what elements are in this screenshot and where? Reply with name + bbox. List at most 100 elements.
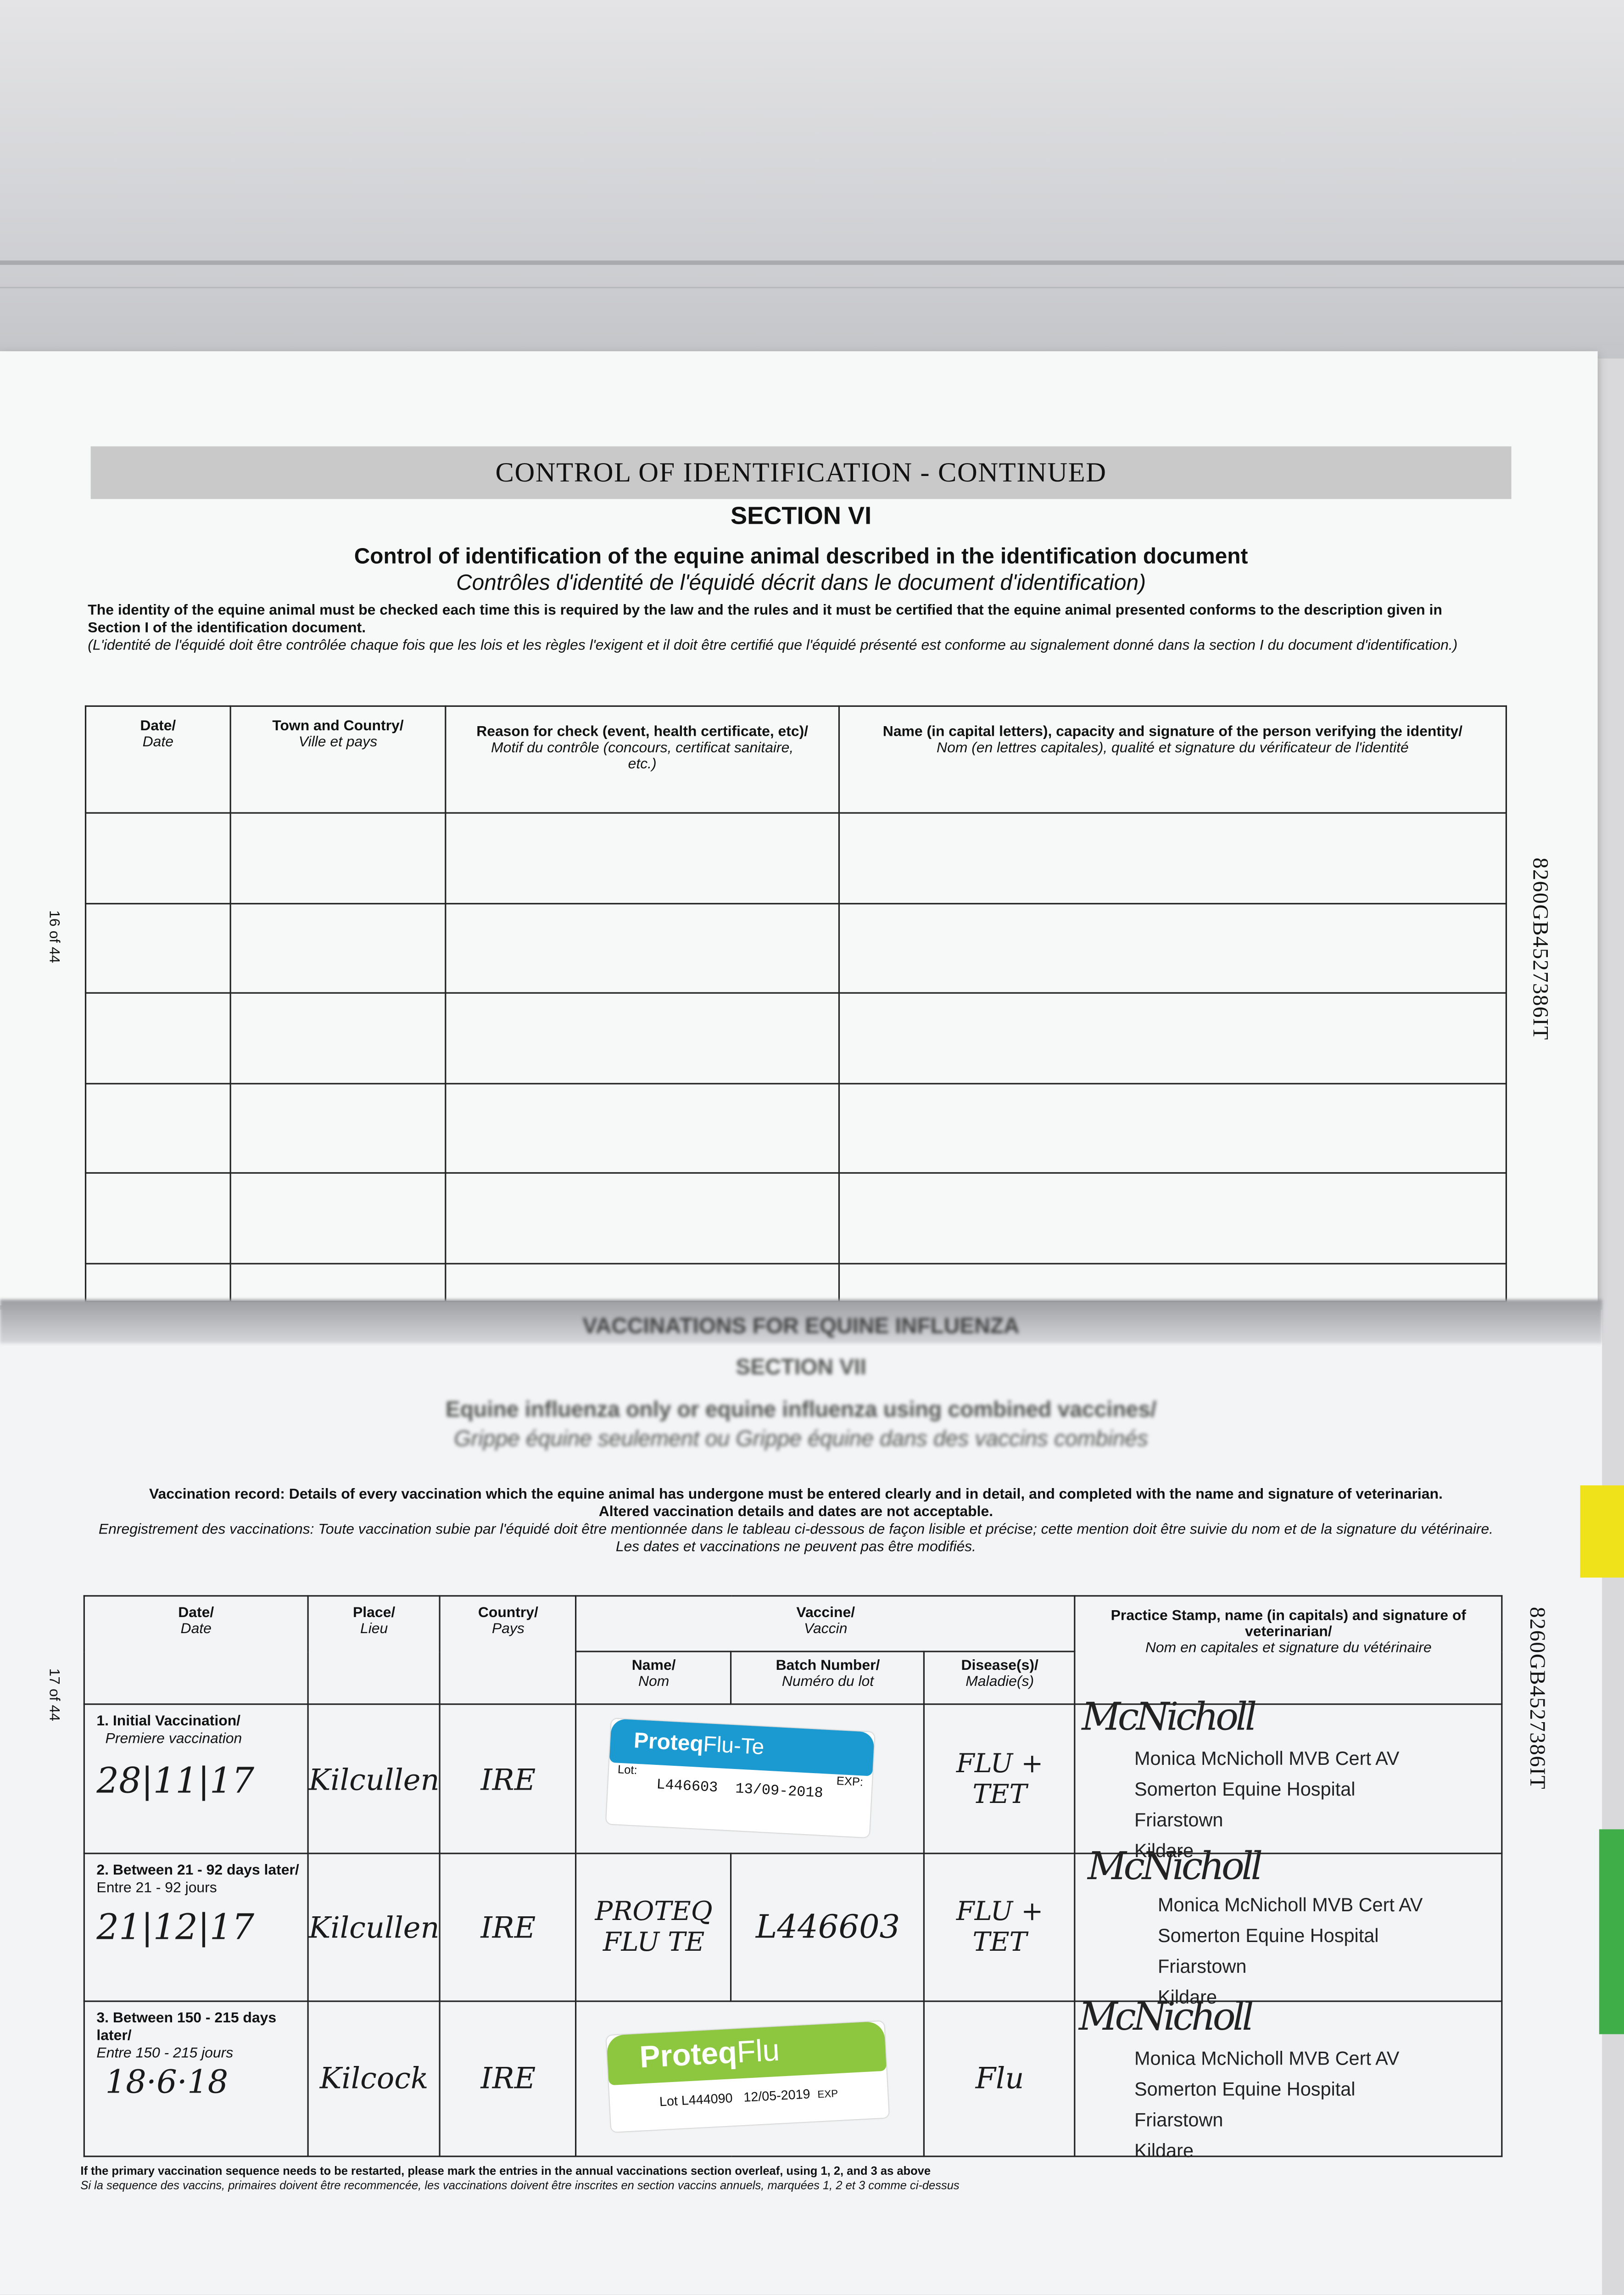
instructions-fr: (L'identité de l'équidé doit être contrô… (88, 638, 1458, 655)
place-cell[interactable]: Kilcock (307, 2000, 441, 2157)
col-batch-number: Batch Number/Numéro du lot (731, 1651, 926, 1705)
table-row: 3. Between 150 - 215 days later/Entre 15… (83, 1995, 1503, 2161)
practice-stamp: Monica McNicholl MVB Cert AV Somerton Equ… (1134, 1747, 1400, 1862)
cell[interactable] (445, 902, 840, 994)
section-heading: SECTION VI (730, 502, 872, 530)
label: Vaccination record: (149, 1487, 285, 1503)
place-cell[interactable]: Kilcullen (307, 1703, 441, 1855)
cell[interactable] (838, 1263, 1507, 1303)
practice-stamp: Monica McNicholl MVB Cert AV Somerton Equ… (1157, 1894, 1423, 2009)
lot-number: L446603 (656, 1778, 719, 1798)
yellow-page-tab[interactable] (1580, 1485, 1624, 1578)
cell[interactable] (229, 812, 446, 904)
table-row (84, 1263, 1507, 1303)
cell[interactable] (229, 992, 446, 1084)
country-cell[interactable]: IRE (439, 1703, 577, 1855)
cell[interactable] (84, 1173, 231, 1265)
table-row (84, 992, 1507, 1084)
vaccine-sticker-cell[interactable]: ProteqFlu-Te Lot: EXP: L446603 13/09-2018 (575, 1703, 926, 1855)
cell[interactable] (445, 1263, 840, 1303)
col-place: Place/Lieu (307, 1595, 441, 1705)
date-cell[interactable]: 1. Initial Vaccination/Premiere vaccinat… (83, 1703, 309, 1855)
disease-cell[interactable]: Flu (923, 2000, 1076, 2157)
batch-number-cell[interactable]: L446603 (731, 1853, 926, 2002)
banner-text: CONTROL OF IDENTIFICATION - CONTINUED (495, 458, 1107, 489)
handwritten-disease: FLU + TET (956, 1897, 1044, 1959)
place-cell[interactable]: Kilcullen (307, 1853, 441, 2002)
handwritten-place: Kilcullen (308, 1909, 440, 1945)
cell[interactable] (838, 992, 1507, 1084)
vet-stamp-cell[interactable]: McNicholl Monica McNicholl MVB Cert AV So… (1074, 1995, 1503, 2161)
col-verifier: Name (in capital letters), capacity and … (838, 705, 1507, 814)
col-reason: Reason for check (event, health certific… (445, 705, 840, 814)
green-page-tab[interactable] (1599, 1829, 1624, 2034)
vet-stamp-cell[interactable]: McNicholl Monica McNicholl MVB Cert AV So… (1074, 1849, 1503, 2009)
instructions-en: Details of every vaccination which the e… (289, 1487, 1443, 1503)
handwritten-place: Kilcock (319, 2061, 429, 2096)
section-banner: CONTROL OF IDENTIFICATION - CONTINUED (90, 446, 1512, 499)
date-cell[interactable]: 3. Between 150 - 215 days later/Entre 15… (83, 2000, 309, 2157)
table-row (84, 902, 1507, 994)
disease-cell[interactable]: FLU + TET (923, 1703, 1076, 1855)
vet-stamp-cell[interactable]: McNicholl Monica McNicholl MVB Cert AV So… (1074, 1699, 1503, 1862)
col-town-country: Town and Country/Ville et pays (229, 705, 446, 814)
cell[interactable] (229, 1263, 446, 1303)
table-row: 2. Between 21 - 92 days later/Entre 21 -… (83, 1849, 1503, 2009)
handwritten-batch-number: L446603 (755, 1909, 900, 1946)
handwritten-date: 18·6·18 (105, 2064, 229, 2101)
cell[interactable] (838, 812, 1507, 904)
country-cell[interactable]: IRE (439, 1853, 577, 2002)
identification-check-table: Date/Date Town and Country/Ville et pays… (84, 705, 1507, 1303)
cell[interactable] (229, 1082, 446, 1175)
cell[interactable] (84, 1263, 231, 1303)
col-date: Date/Date (84, 705, 231, 814)
handwritten-place: Kilcullen (308, 1762, 440, 1797)
section-title-fr: Grippe équine seulement ou Grippe équine… (454, 1427, 1148, 1452)
vet-signature: McNicholl (1087, 1846, 1263, 1890)
country-cell[interactable]: IRE (439, 2000, 577, 2157)
section-title: Equine influenza only or equine influenz… (445, 1397, 1157, 1423)
vaccine-name-cell[interactable]: PROTEQ FLU TE (575, 1853, 732, 2002)
cell[interactable] (84, 1082, 231, 1175)
handwritten-country: IRE (480, 1762, 536, 1797)
cell[interactable] (445, 1173, 840, 1265)
cell[interactable] (838, 1173, 1507, 1265)
instructions: The identity of the equine animal must b… (88, 603, 1492, 656)
page-number: 16 of 44 (45, 910, 61, 963)
col-disease: Disease(s)/Maladie(s) (923, 1651, 1076, 1705)
vaccine-sticker-cell[interactable]: ProteqFlu Lot L444090 12/05-2019 EXP (575, 2000, 926, 2157)
cell[interactable] (838, 902, 1507, 994)
scanner-background (0, 0, 1624, 359)
cell[interactable] (229, 902, 446, 994)
cell[interactable] (445, 992, 840, 1084)
col-veterinarian: Practice Stamp, name (in capitals) and s… (1074, 1595, 1503, 1705)
table-header-row: Date/Date Town and Country/Ville et pays… (84, 705, 1507, 814)
cell[interactable] (838, 1082, 1507, 1175)
cell[interactable] (445, 1082, 840, 1175)
cell[interactable] (84, 992, 231, 1084)
date-cell[interactable]: 2. Between 21 - 92 days later/Entre 21 -… (83, 1853, 309, 2002)
footnote-en: If the primary vaccination sequence need… (80, 2164, 931, 2178)
plastic-sleeve-edge (0, 260, 1624, 265)
cell[interactable] (445, 812, 840, 904)
table-row: 1. Initial Vaccination/Premiere vaccinat… (83, 1699, 1503, 1862)
col-vaccine-name: Name/Nom (575, 1651, 732, 1705)
handwritten-country: IRE (480, 2061, 536, 2096)
handwritten-country: IRE (480, 1909, 536, 1945)
col-vaccine: Vaccine/Vaccin (575, 1595, 1076, 1652)
lot-number: L444090 (681, 2090, 734, 2108)
passport-serial: 8260GB4527386IT (1527, 857, 1551, 1041)
cell[interactable] (84, 812, 231, 904)
vet-signature: McNicholl (1078, 1995, 1254, 2040)
section-title: Control of identification of the equine … (354, 544, 1248, 570)
disease-cell[interactable]: FLU + TET (923, 1853, 1076, 2002)
handwritten-vaccine-name: PROTEQ FLU TE (595, 1897, 713, 1959)
cell[interactable] (84, 902, 231, 994)
table-subheader-row: Name/Nom Batch Number/Numéro du lot Dise… (84, 1651, 1501, 1705)
table-row (84, 1173, 1507, 1265)
section-title-fr: Contrôles d'identité de l'équidé décrit … (456, 571, 1146, 596)
cell[interactable] (229, 1173, 446, 1265)
plastic-sleeve-edge (0, 286, 1624, 289)
footnote: If the primary vaccination sequence need… (80, 2164, 1397, 2194)
vet-signature: McNicholl (1082, 1696, 1257, 1741)
